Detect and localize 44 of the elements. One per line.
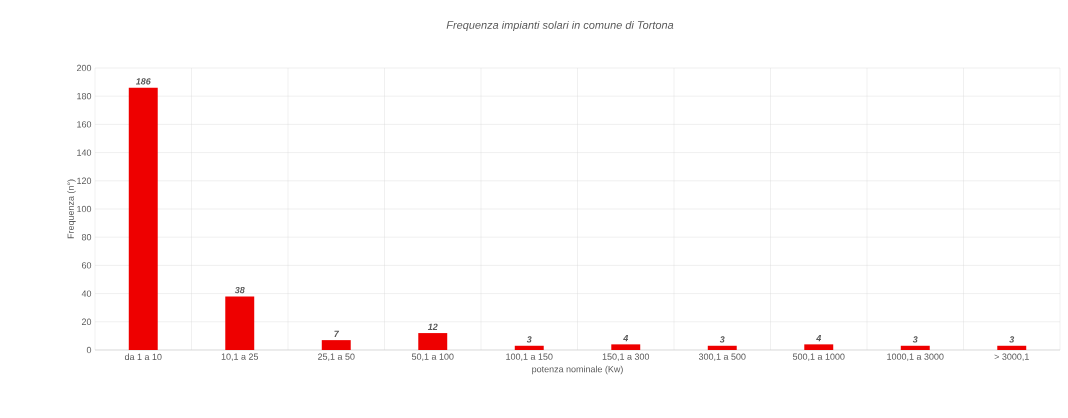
data-label: 7 bbox=[334, 330, 340, 337]
y-tick-label: 180 bbox=[77, 93, 92, 100]
y-tick-label: 40 bbox=[81, 290, 92, 297]
data-label: 3 bbox=[719, 336, 725, 343]
data-label: 12 bbox=[427, 323, 438, 330]
x-tick-label: 25,1 a 50 bbox=[318, 353, 355, 361]
data-label: 3 bbox=[526, 336, 532, 343]
y-axis-title: Frequenza (n°) bbox=[67, 179, 76, 239]
data-label: 4 bbox=[816, 335, 822, 342]
bar bbox=[804, 344, 834, 350]
bar bbox=[321, 340, 351, 350]
y-tick-label: 60 bbox=[81, 262, 92, 269]
x-tick-label: 10,1 a 25 bbox=[221, 353, 259, 361]
y-tick-label: 200 bbox=[76, 64, 92, 72]
bar bbox=[900, 345, 930, 350]
data-label: 186 bbox=[135, 78, 151, 85]
x-tick-label: 300,1 a 500 bbox=[698, 353, 746, 361]
y-tick-label: 20 bbox=[81, 318, 92, 325]
bar bbox=[611, 344, 641, 350]
x-tick-label: > 3000,1 bbox=[994, 353, 1029, 361]
y-tick-label: 0 bbox=[86, 346, 92, 354]
data-label: 3 bbox=[912, 336, 918, 343]
y-tick-label: 160 bbox=[77, 121, 92, 128]
bar bbox=[997, 345, 1027, 350]
data-label: 38 bbox=[234, 286, 245, 294]
y-tick-label: 100 bbox=[77, 205, 92, 213]
y-tick-label: 120 bbox=[77, 177, 92, 184]
x-tick-label: 500,1 a 1000 bbox=[792, 353, 845, 361]
chart-title: Frequenza impianti solari in comune di Tortona bbox=[446, 20, 674, 32]
y-tick-label: 140 bbox=[77, 149, 92, 156]
bar bbox=[418, 333, 448, 350]
bar bbox=[225, 296, 255, 350]
x-tick-label: 1000,1 a 3000 bbox=[887, 353, 944, 361]
y-tick-label: 80 bbox=[81, 234, 92, 241]
bar bbox=[128, 87, 158, 350]
bar bbox=[707, 345, 737, 350]
x-tick-label: 50,1 a 100 bbox=[411, 353, 454, 361]
x-tick-label: 150,1 a 300 bbox=[602, 353, 650, 361]
x-axis-title: potenza nominale (Kw) bbox=[532, 365, 623, 375]
x-tick-label: 100,1 a 150 bbox=[506, 353, 553, 361]
bar bbox=[514, 345, 544, 350]
data-label: 3 bbox=[1009, 336, 1015, 343]
data-label: 4 bbox=[623, 335, 629, 342]
x-tick-label: da 1 a 10 bbox=[124, 353, 162, 361]
